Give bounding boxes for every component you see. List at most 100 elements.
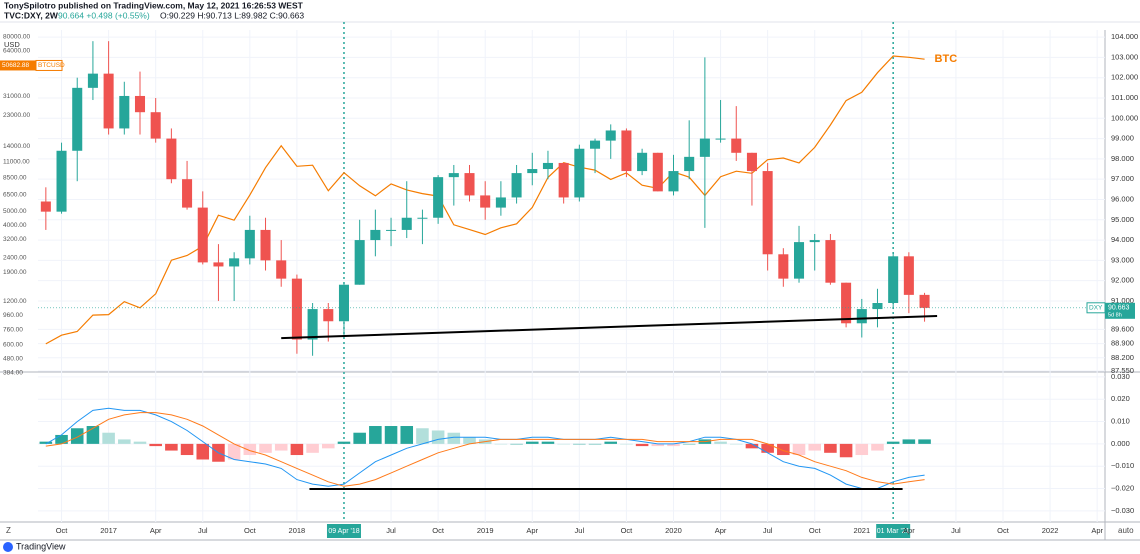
y-tick-label: 88.200 bbox=[1111, 353, 1134, 362]
price-tag-name: BTCUSD bbox=[38, 62, 65, 69]
x-tick-label: Jul bbox=[951, 526, 961, 535]
y-tick-label: 96.000 bbox=[1111, 194, 1134, 203]
x-tick-label: 2018 bbox=[289, 526, 306, 535]
x-tick-label: Jul bbox=[198, 526, 208, 535]
candle-body bbox=[495, 197, 506, 208]
histogram-bar bbox=[635, 443, 649, 447]
y2-tick-label: 8500.00 bbox=[3, 175, 27, 182]
histogram-bar bbox=[588, 443, 602, 445]
candle-body bbox=[417, 217, 428, 219]
candle-body bbox=[684, 156, 695, 172]
y2-tick-label: 23000.00 bbox=[3, 112, 30, 119]
y2-tick-label: 64000.00 bbox=[3, 47, 30, 54]
candle-body bbox=[605, 130, 616, 141]
histogram-bar bbox=[824, 443, 837, 453]
histogram-bar bbox=[353, 432, 366, 444]
y-tick-label: 91.000 bbox=[1111, 296, 1134, 305]
histogram-bar bbox=[886, 441, 900, 444]
histogram-bar bbox=[855, 443, 869, 456]
histogram-bar bbox=[918, 439, 931, 444]
candle-body bbox=[527, 169, 538, 174]
x-tick-label: 2021 bbox=[853, 526, 870, 535]
histogram-bar bbox=[259, 443, 272, 453]
x-tick-label: Jul bbox=[763, 526, 773, 535]
candle-body bbox=[72, 87, 83, 151]
candle-body bbox=[354, 240, 365, 285]
histogram-bar bbox=[510, 443, 523, 445]
candle-body bbox=[542, 162, 553, 170]
x-tick-label: Apr bbox=[1091, 526, 1103, 535]
price-tag: 90.663 bbox=[1108, 305, 1130, 312]
candle-body bbox=[150, 112, 161, 139]
y2-tick-label: 11000.00 bbox=[3, 158, 30, 165]
y-tick-label: 98.000 bbox=[1111, 154, 1134, 163]
x-tick-label: 2020 bbox=[665, 526, 682, 535]
candle-body bbox=[338, 284, 349, 322]
price-tag-name: DXY bbox=[1089, 305, 1103, 312]
candle-body bbox=[715, 138, 726, 140]
histogram-bar bbox=[604, 441, 618, 444]
currency: USD bbox=[4, 40, 20, 49]
histogram-bar bbox=[369, 426, 382, 444]
candle-body bbox=[903, 256, 914, 295]
macd-tick-label: 0.020 bbox=[1111, 394, 1130, 403]
histogram-bar bbox=[133, 441, 147, 444]
auto-button[interactable]: auto bbox=[1118, 526, 1134, 535]
macd-tick-label: 0.000 bbox=[1111, 439, 1130, 448]
x-tick-label: Apr bbox=[526, 526, 538, 535]
y-tick-label: 101.000 bbox=[1111, 93, 1138, 102]
y-tick-label: 94.000 bbox=[1111, 235, 1134, 244]
y2-tick-label: 4000.00 bbox=[3, 222, 27, 229]
macd-tick-label: 0.010 bbox=[1111, 417, 1130, 426]
y2-tick-label: 480.00 bbox=[3, 356, 23, 363]
publisher: TonySpilotro published on TradingView.co… bbox=[4, 0, 304, 10]
footer-brand: TradingView bbox=[16, 541, 66, 551]
candle-body bbox=[558, 162, 569, 198]
candle-body bbox=[87, 73, 98, 88]
y-tick-label: 97.000 bbox=[1111, 174, 1134, 183]
x-tick-label: 09 Apr '18 bbox=[328, 528, 359, 535]
candle-body bbox=[872, 302, 883, 310]
x-tick-label: 01 Mar '21 bbox=[877, 528, 910, 535]
candle-body bbox=[746, 152, 757, 172]
y-tick-label: 93.000 bbox=[1111, 255, 1134, 264]
candle-body bbox=[291, 278, 302, 340]
y2-tick-label: 80000.00 bbox=[3, 33, 30, 40]
y-tick-label: 92.000 bbox=[1111, 276, 1134, 285]
histogram-bar bbox=[243, 443, 257, 456]
highlight-label-bg bbox=[326, 524, 361, 538]
histogram-bar bbox=[902, 439, 916, 444]
y-tick-label: 103.000 bbox=[1111, 52, 1138, 61]
candle-body bbox=[213, 262, 224, 267]
candle-body bbox=[197, 207, 208, 263]
histogram-bar bbox=[165, 443, 178, 451]
histogram-bar bbox=[70, 428, 84, 444]
x-tick-label: 2019 bbox=[477, 526, 494, 535]
y-tick-label: 88.900 bbox=[1111, 339, 1134, 348]
y2-tick-label: 1900.00 bbox=[3, 269, 27, 276]
candle-body bbox=[637, 152, 648, 172]
last-change: 90.664 +0.498 (+0.55%) bbox=[58, 10, 150, 20]
x-tick-label: Oct bbox=[997, 526, 1010, 535]
histogram-bar bbox=[651, 443, 665, 447]
macd-tick-label: −0.010 bbox=[1111, 461, 1134, 470]
candle-body bbox=[134, 95, 146, 113]
candle-body bbox=[668, 171, 679, 192]
candle-body bbox=[119, 95, 130, 129]
candle-body bbox=[182, 179, 193, 208]
histogram-bar bbox=[573, 443, 586, 445]
series-label: BTC bbox=[935, 53, 958, 65]
candle-body bbox=[794, 242, 805, 279]
zoom-button[interactable]: Z bbox=[6, 526, 11, 535]
histogram-bar bbox=[384, 426, 398, 444]
histogram-bar bbox=[777, 443, 790, 456]
candle-body bbox=[40, 201, 51, 212]
candle-body bbox=[841, 282, 852, 324]
histogram-bar bbox=[557, 443, 570, 445]
y2-tick-label: 1200.00 bbox=[3, 298, 27, 305]
histogram-bar bbox=[808, 443, 821, 451]
countdown: 5d 8h bbox=[1108, 312, 1122, 318]
y-tick-label: 89.600 bbox=[1111, 324, 1134, 333]
y2-tick-label: 760.00 bbox=[3, 327, 23, 334]
macd-line bbox=[45, 407, 925, 489]
